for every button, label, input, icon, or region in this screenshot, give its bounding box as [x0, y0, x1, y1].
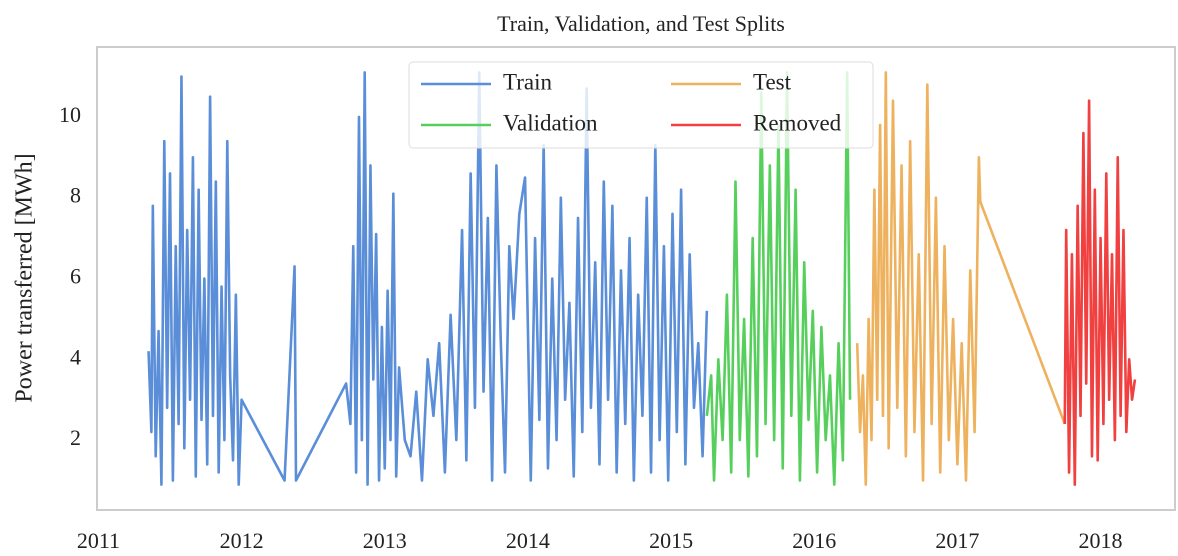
series-line: [1063, 99, 1137, 486]
legend-label: Removed: [753, 110, 842, 135]
y-tick-label: 4: [70, 344, 81, 369]
y-tick-label: 10: [59, 102, 81, 127]
x-tick-label: 2014: [506, 528, 550, 553]
y-tick-label: 8: [70, 183, 81, 208]
x-tick-label: 2018: [1079, 528, 1123, 553]
legend-box: [408, 61, 874, 149]
legend-label: Validation: [503, 110, 598, 135]
y-axis-label: Power transferred [MWh]: [12, 153, 38, 402]
x-tick-label: 2013: [363, 528, 407, 553]
y-tick-label: 2: [70, 425, 81, 450]
legend-label: Train: [503, 69, 552, 94]
x-tick-label: 2016: [792, 528, 836, 553]
x-tick-label: 2012: [220, 528, 264, 553]
x-tick-label: 2011: [77, 528, 120, 553]
chart-title: Train, Validation, and Test Splits: [497, 11, 785, 36]
plot-frame: [96, 46, 1176, 511]
series-line: [147, 71, 709, 486]
y-tick-label: 6: [70, 264, 81, 289]
series-line: [855, 71, 1066, 486]
x-tick-label: 2017: [935, 528, 979, 553]
legend-label: Test: [753, 69, 792, 94]
x-tick-label: 2015: [649, 528, 693, 553]
